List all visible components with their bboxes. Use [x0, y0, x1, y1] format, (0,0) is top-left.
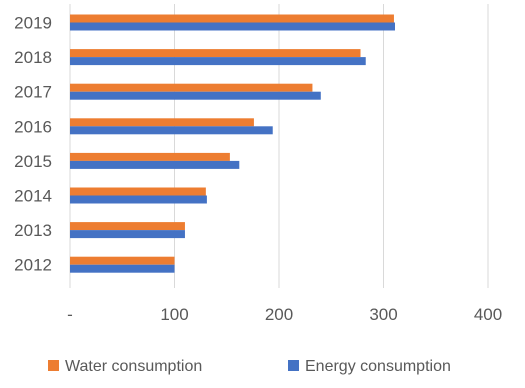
y-axis-ticks: 2012 2013 2014 2015 2016 2017 2018 2019 [14, 14, 52, 275]
bar-water-2015 [70, 152, 230, 161]
y-tick-label-2014: 2014 [14, 187, 52, 206]
bar-energy-2012 [70, 264, 175, 273]
y-tick-label-2017: 2017 [14, 83, 52, 102]
bar-energy-2014 [70, 195, 207, 204]
bar-water-2013 [70, 222, 185, 231]
x-axis-ticks: - 100 200 300 400 [67, 305, 502, 324]
bar-energy-2015 [70, 160, 240, 169]
bar-energy-2017 [70, 91, 321, 100]
bar-water-2018 [70, 49, 361, 58]
bar-energy-2016 [70, 126, 273, 135]
bar-water-2016 [70, 118, 254, 127]
x-tick-label-4: 400 [474, 305, 502, 324]
x-tick-label-0: - [67, 305, 73, 324]
bar-energy-2019 [70, 22, 395, 31]
legend: Water consumption Energy consumption [48, 358, 451, 375]
y-tick-label-2019: 2019 [14, 14, 52, 33]
legend-swatch-energy [288, 360, 299, 371]
y-tick-label-2012: 2012 [14, 256, 52, 275]
legend-swatch-water [48, 360, 59, 371]
bar-water-2017 [70, 83, 313, 92]
bar-energy-2018 [70, 57, 366, 66]
bar-water-2014 [70, 187, 206, 196]
x-tick-label-1: 100 [160, 305, 188, 324]
y-tick-label-2013: 2013 [14, 221, 52, 240]
bars-group [70, 14, 395, 273]
bar-water-2019 [70, 14, 394, 23]
bar-water-2012 [70, 256, 175, 265]
legend-label-water: Water consumption [65, 358, 202, 375]
gridlines [69, 4, 489, 288]
y-tick-label-2016: 2016 [14, 117, 52, 136]
y-tick-label-2018: 2018 [14, 48, 52, 67]
x-tick-label-3: 300 [369, 305, 397, 324]
legend-label-energy: Energy consumption [305, 358, 451, 375]
bar-energy-2013 [70, 230, 185, 239]
x-tick-label-2: 200 [265, 305, 293, 324]
y-tick-label-2015: 2015 [14, 152, 52, 171]
